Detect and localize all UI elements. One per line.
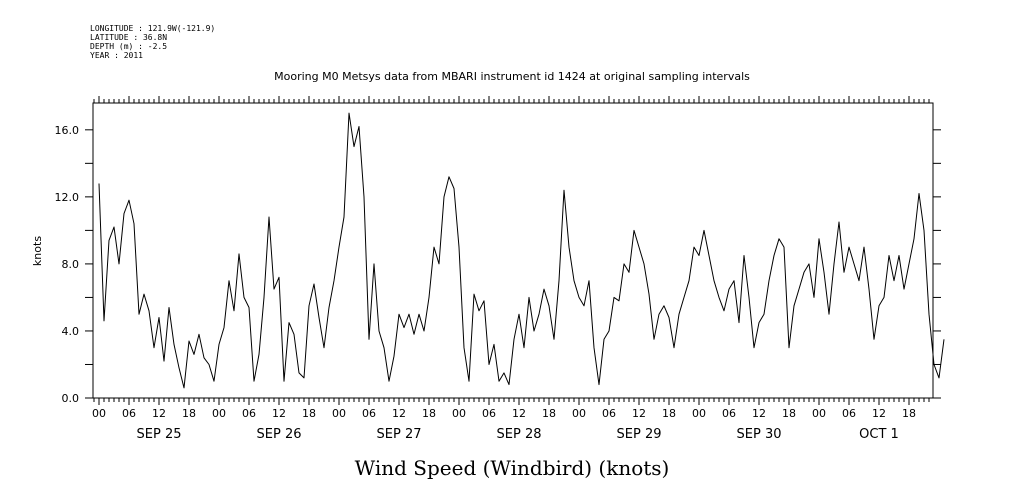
- x-hour-label: 18: [182, 407, 196, 420]
- x-hour-label: 18: [302, 407, 316, 420]
- x-hour-label: 06: [602, 407, 616, 420]
- meta-latitude: LATITUDE : 36.8N: [90, 33, 167, 42]
- x-hour-label: 12: [272, 407, 286, 420]
- x-hour-label: 00: [812, 407, 826, 420]
- x-hour-label: 12: [872, 407, 886, 420]
- x-hour-label: 18: [422, 407, 436, 420]
- x-day-label: SEP 28: [497, 427, 542, 442]
- x-day-label: SEP 27: [377, 427, 422, 442]
- x-hour-label: 12: [632, 407, 646, 420]
- x-hour-label: 18: [662, 407, 676, 420]
- x-hour-label: 06: [122, 407, 136, 420]
- x-hour-label: 12: [512, 407, 526, 420]
- x-hour-label: 18: [542, 407, 556, 420]
- meta-longitude: LONGITUDE : 121.9W(-121.9): [90, 24, 215, 33]
- x-hour-label: 06: [482, 407, 496, 420]
- x-hour-label: 06: [362, 407, 376, 420]
- y-tick-label: 12.0: [55, 191, 80, 204]
- x-hour-label: 00: [572, 407, 586, 420]
- x-hour-label: 00: [92, 407, 106, 420]
- x-day-label: SEP 25: [137, 427, 182, 442]
- y-tick-label: 8.0: [62, 258, 80, 271]
- x-hour-label: 12: [392, 407, 406, 420]
- x-day-label: SEP 29: [617, 427, 662, 442]
- y-tick-label: 16.0: [55, 124, 80, 137]
- x-hour-label: 12: [152, 407, 166, 420]
- x-hour-label: 06: [842, 407, 856, 420]
- wind-speed-series-line: [98, 112, 945, 389]
- y-tick-label: 0.0: [62, 392, 80, 405]
- x-hour-label: 00: [212, 407, 226, 420]
- x-axis-caption: Wind Speed (Windbird) (knots): [355, 456, 670, 480]
- x-day-label: SEP 30: [737, 427, 782, 442]
- chart-title: Mooring M0 Metsys data from MBARI instru…: [274, 70, 750, 83]
- plot-frame: [92, 102, 934, 399]
- axes-layer: 00 06 12 18 00 06 12 18 00 06 12 18 00 06 12 18 00 06 12 18…: [55, 96, 941, 442]
- x-hour-label: 06: [722, 407, 736, 420]
- x-hour-label: 06: [242, 407, 256, 420]
- y-axis-label: knots: [31, 236, 44, 266]
- x-day-label: SEP 26: [257, 427, 302, 442]
- x-hour-label: 00: [452, 407, 466, 420]
- y-tick-label: 4.0: [62, 325, 80, 338]
- x-hour-label: 00: [332, 407, 346, 420]
- x-hour-label: 18: [782, 407, 796, 420]
- x-hour-label: 18: [902, 407, 916, 420]
- meta-year: YEAR : 2011: [90, 51, 143, 60]
- x-hour-label: 12: [752, 407, 766, 420]
- series-layer: [98, 112, 945, 389]
- meta-depth: DEPTH (m) : -2.5: [90, 42, 167, 51]
- x-day-label: OCT 1: [859, 427, 899, 442]
- x-hour-label: 00: [692, 407, 706, 420]
